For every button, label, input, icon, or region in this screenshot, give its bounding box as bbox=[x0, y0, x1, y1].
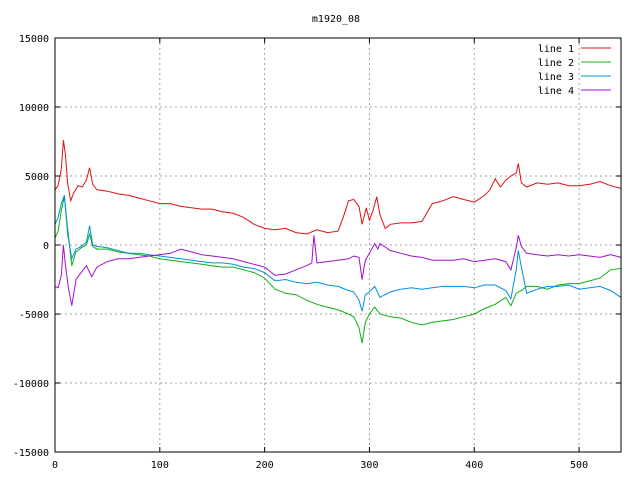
y-tick-label: 0 bbox=[43, 241, 49, 252]
series-line-3 bbox=[54, 195, 622, 312]
y-tick-label: -10000 bbox=[13, 379, 49, 390]
legend: line 1 line 2 line 3 line 4 bbox=[538, 44, 611, 97]
x-tick-label: 0 bbox=[52, 460, 58, 471]
legend-label-3: line 3 bbox=[538, 72, 574, 83]
series-layer bbox=[54, 140, 622, 344]
y-tick-label: -15000 bbox=[13, 448, 49, 459]
x-tick-label: 400 bbox=[465, 460, 483, 471]
y-tick-label: 10000 bbox=[19, 103, 49, 114]
grid-lines bbox=[55, 38, 621, 452]
x-tick-label: 500 bbox=[570, 460, 588, 471]
axes: 0 100 200 300 400 500 -15000 -10000 -5000 0 5000 10… bbox=[13, 34, 622, 471]
chart-title: m1920_08 bbox=[312, 14, 360, 25]
series-line-1 bbox=[54, 140, 622, 235]
y-tick-label: 5000 bbox=[25, 172, 49, 183]
y-tick-label: 15000 bbox=[19, 34, 49, 45]
series-line-4 bbox=[54, 235, 622, 306]
legend-label-1: line 1 bbox=[538, 44, 574, 55]
x-tick-label: 100 bbox=[151, 460, 169, 471]
y-tick-label: -5000 bbox=[19, 310, 49, 321]
legend-label-2: line 2 bbox=[538, 58, 574, 69]
x-tick-label: 200 bbox=[256, 460, 274, 471]
legend-label-4: line 4 bbox=[538, 86, 574, 97]
series-line-2 bbox=[54, 196, 622, 344]
x-tick-label: 300 bbox=[360, 460, 378, 471]
